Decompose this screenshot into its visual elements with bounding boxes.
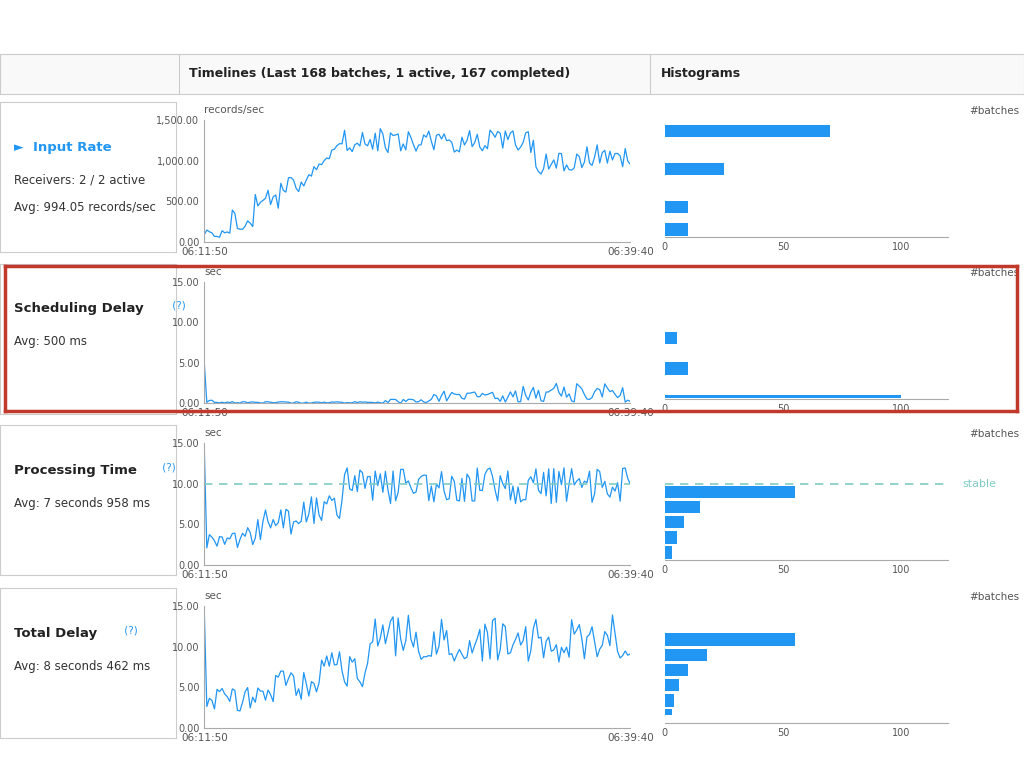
Bar — [665, 679, 679, 691]
Text: sec: sec — [204, 591, 222, 601]
Bar — [665, 224, 688, 236]
Text: (?): (?) — [169, 301, 185, 311]
Text: Histograms: Histograms — [660, 68, 740, 80]
Bar — [665, 201, 688, 213]
Text: ►: ► — [14, 141, 24, 154]
Text: Processing Time: Processing Time — [14, 464, 137, 477]
Text: #batches: #batches — [969, 592, 1019, 602]
Bar — [665, 362, 688, 375]
Bar — [665, 709, 672, 715]
Text: sec: sec — [204, 428, 222, 438]
Text: (?): (?) — [160, 462, 176, 472]
Bar — [665, 125, 830, 137]
Text: #batches: #batches — [969, 106, 1019, 116]
Text: Scheduling Delay: Scheduling Delay — [14, 302, 143, 315]
Text: Avg: 994.05 records/sec: Avg: 994.05 records/sec — [14, 201, 156, 214]
Bar — [665, 547, 672, 559]
Text: Input Rate: Input Rate — [34, 141, 112, 154]
Text: Avg: 8 seconds 462 ms: Avg: 8 seconds 462 ms — [14, 660, 151, 673]
Bar — [665, 501, 700, 513]
Bar — [665, 395, 901, 398]
Text: (?): (?) — [121, 625, 137, 635]
Bar — [665, 162, 724, 175]
Text: Total Delay: Total Delay — [14, 627, 97, 640]
Bar — [665, 531, 677, 544]
Text: Avg: 7 seconds 958 ms: Avg: 7 seconds 958 ms — [14, 497, 151, 510]
Text: sec: sec — [204, 267, 222, 277]
Bar — [665, 634, 795, 646]
Bar — [665, 485, 795, 498]
Text: #batches: #batches — [969, 268, 1019, 278]
Text: Receivers: 2 / 2 active: Receivers: 2 / 2 active — [14, 174, 145, 187]
Text: records/sec: records/sec — [204, 105, 264, 115]
Bar — [665, 694, 674, 707]
Text: stable: stable — [963, 479, 996, 489]
Text: #batches: #batches — [969, 429, 1019, 439]
Text: Timelines (Last 168 batches, 1 active, 167 completed): Timelines (Last 168 batches, 1 active, 1… — [189, 68, 570, 80]
Bar — [665, 648, 708, 661]
Bar — [665, 664, 688, 676]
Text: Avg: 500 ms: Avg: 500 ms — [14, 335, 87, 348]
Bar — [665, 516, 684, 528]
Bar — [665, 331, 677, 345]
